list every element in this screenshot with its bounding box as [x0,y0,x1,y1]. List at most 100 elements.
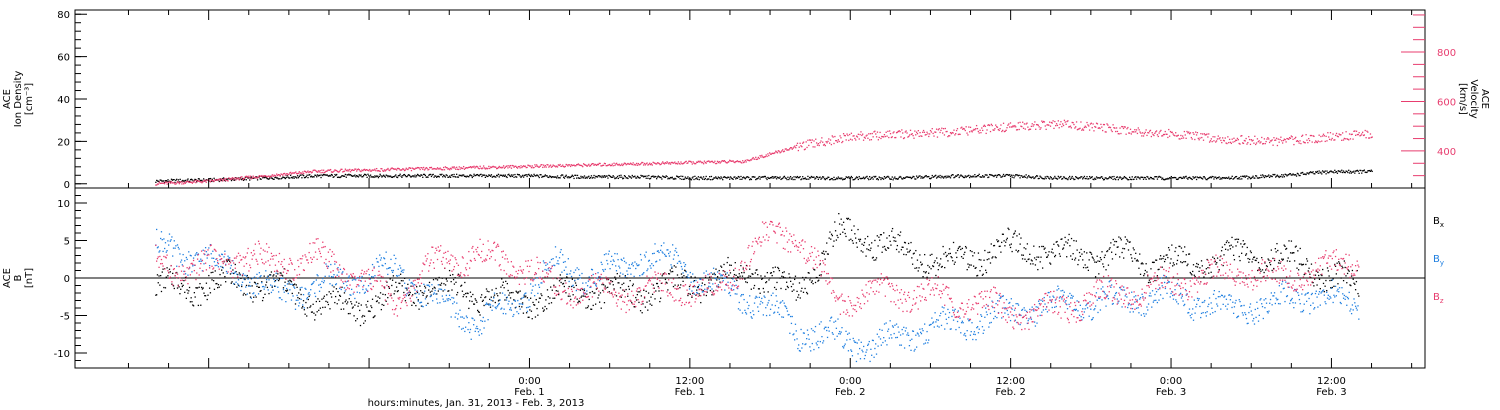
data-point [1191,138,1193,140]
data-point [556,165,558,167]
data-point [1075,176,1078,179]
data-point [1306,172,1308,174]
data-point [191,301,193,303]
data-point [1229,248,1232,250]
data-point [769,152,771,154]
data-point [711,178,713,181]
data-point [534,174,536,177]
data-point [1020,175,1022,177]
data-point [848,176,850,178]
data-point [546,289,549,291]
data-point [1005,241,1007,243]
data-point [1321,170,1324,172]
data-point [638,177,640,179]
data-point [756,269,758,271]
data-point [491,166,493,168]
data-point [1246,143,1248,145]
data-point [1038,177,1040,180]
data-point [1075,121,1078,123]
data-point [1088,129,1091,131]
data-point [782,151,785,153]
data-point [250,178,253,180]
data-point [1021,258,1024,260]
data-point [156,274,159,276]
data-point [625,164,627,166]
data-point [1284,139,1286,141]
data-point [561,174,563,176]
data-point [902,177,905,179]
data-point [1141,262,1143,264]
data-point [352,293,354,295]
data-point [521,175,523,178]
data-point [362,176,364,178]
data-point [210,180,213,182]
data-point [383,286,386,288]
data-point [396,290,399,293]
data-point [785,148,787,150]
data-point [910,177,913,180]
data-point [283,176,285,178]
data-point [772,177,774,179]
data-point [613,176,615,178]
data-point [937,129,939,131]
data-point [248,175,250,177]
data-point [1181,135,1184,137]
data-point [548,302,550,305]
data-point [516,176,518,178]
data-point [586,177,588,179]
data-point [436,176,438,178]
data-point [404,300,407,302]
data-point [384,262,387,265]
data-point [376,300,378,302]
data-point [492,165,494,168]
data-point [484,296,486,299]
data-point [253,276,256,278]
data-point [376,170,379,172]
data-point [1034,121,1036,123]
data-point [167,275,169,277]
data-point [1155,259,1157,261]
data-point [741,162,743,164]
data-point [1108,176,1111,178]
data-point [814,281,817,284]
data-point [373,169,375,171]
data-point [445,174,447,176]
data-point [250,278,252,280]
data-point [1133,178,1135,180]
data-point [778,177,780,179]
data-point [582,293,585,295]
data-point [318,284,320,286]
data-point [224,250,226,252]
data-point [955,175,957,177]
data-point [795,299,797,301]
data-point [582,165,584,168]
data-point [1061,178,1063,180]
data-point [726,162,728,164]
data-point [1232,141,1234,143]
data-point [370,176,373,178]
data-point [272,178,274,180]
data-point [225,263,227,266]
data-point [812,176,814,178]
data-point [514,307,517,309]
data-point [469,166,472,168]
data-point [703,160,706,162]
data-point [1109,126,1112,129]
data-point [568,285,570,288]
data-point [859,240,861,242]
data-point [468,331,471,334]
data-point [362,288,364,291]
data-point [960,248,962,251]
data-point [994,128,996,130]
data-point [218,180,220,183]
data-point [183,183,185,185]
data-point [1333,139,1335,141]
data-point [579,177,581,179]
data-point [1031,123,1033,125]
data-point [356,170,358,172]
data-point [283,177,286,179]
data-point [798,146,800,148]
data-point [170,181,173,183]
data-point [609,163,611,166]
data-point [500,174,502,177]
